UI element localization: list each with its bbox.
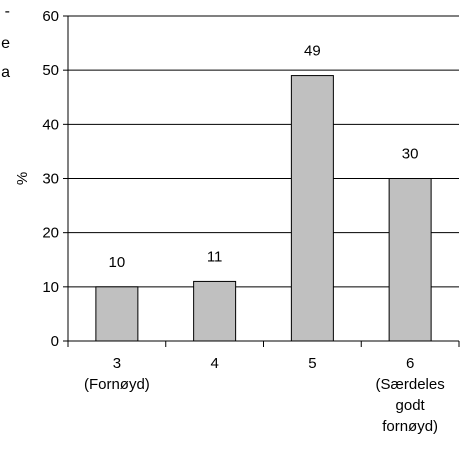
y-tick-label: 0: [51, 333, 59, 350]
x-category-label-3-3: fornøyd): [382, 418, 438, 435]
y-tick-label: 20: [42, 225, 59, 242]
bar-3: [388, 178, 432, 342]
x-category-label-3-0: 6: [406, 355, 414, 372]
fragment-text-1: e: [1, 35, 10, 52]
y-tick-label: 30: [42, 171, 59, 188]
data-label-2: 49: [304, 43, 321, 60]
labels: 0 10 20 30 40 50 60% 10 3 (Fornøyd) 11 4 49 5 30 6 (Særd…: [14, 8, 445, 435]
fragment-text-0: -: [5, 3, 10, 20]
y-tick-label: 60: [42, 8, 59, 25]
data-label-3: 30: [402, 146, 419, 163]
x-category-label-0-0: 3: [113, 355, 121, 372]
clipped-text-fragment: - ea: [1, 3, 10, 81]
x-category-label-2-0: 5: [308, 355, 316, 372]
bar-2: [290, 75, 334, 342]
y-axis-title: %: [14, 172, 31, 185]
x-category-label-3-2: godt: [396, 397, 426, 414]
axes: [63, 15, 460, 347]
data-label-0: 10: [109, 254, 126, 271]
y-tick-label: 50: [42, 62, 59, 79]
x-category-label-3-1: (Særdeles: [376, 376, 445, 393]
fragment-text-2: a: [1, 64, 10, 81]
y-tick-label: 40: [42, 116, 59, 133]
bar-0: [95, 286, 139, 342]
y-tick-label: 10: [42, 279, 59, 296]
x-category-label-1-0: 4: [210, 355, 218, 372]
bar-1: [193, 280, 237, 342]
bars: [95, 75, 432, 342]
data-label-1: 11: [207, 248, 223, 265]
x-category-label-0-1: (Fornøyd): [84, 376, 150, 393]
